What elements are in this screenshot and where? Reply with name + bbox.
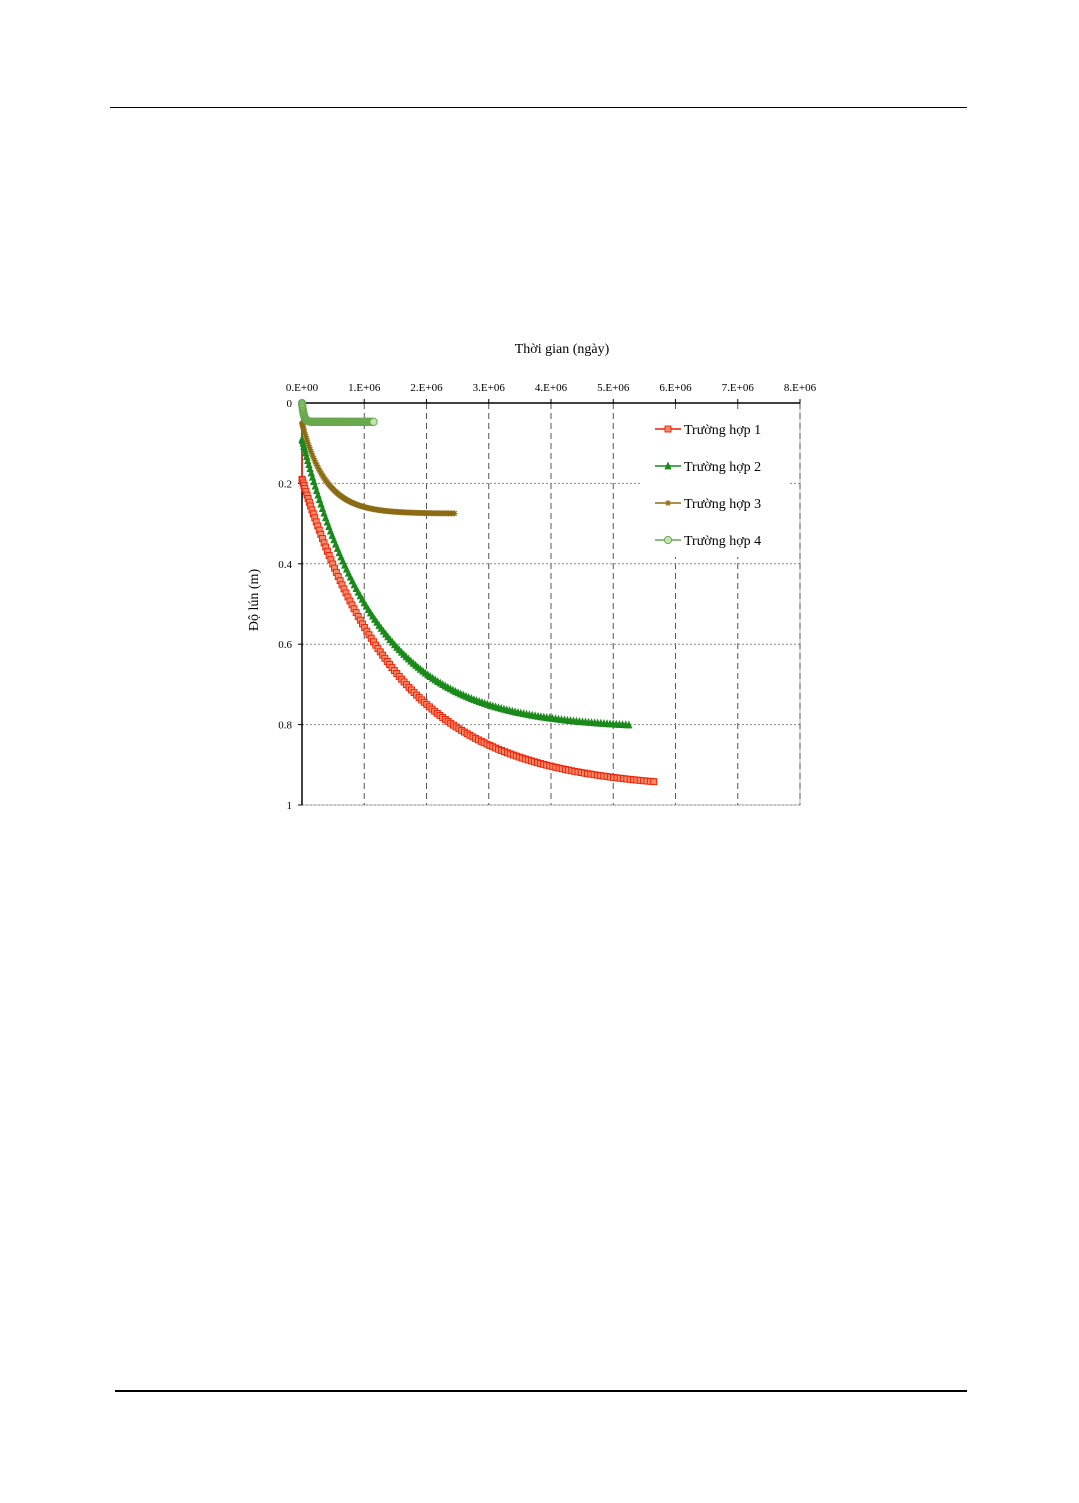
legend-label: Trường hợp 3 xyxy=(684,497,761,512)
data-point xyxy=(451,510,458,517)
series-3 xyxy=(299,403,458,517)
legend-label: Trường hợp 1 xyxy=(684,423,761,438)
x-tick-label: 6.E+06 xyxy=(659,382,692,394)
y-tick-label: 0.2 xyxy=(278,478,292,490)
y-axis-title: Độ lún (m) xyxy=(247,569,262,632)
data-point xyxy=(650,778,658,786)
x-tick-label: 7.E+06 xyxy=(722,382,755,394)
y-axis: 0 0.2 0.4 0.6 0.8 1 xyxy=(278,398,303,812)
data-point xyxy=(665,500,671,506)
legend-label: Trường hợp 4 xyxy=(684,534,761,549)
data-point-stroke xyxy=(665,500,671,506)
header-rule xyxy=(110,107,967,108)
series-1 xyxy=(298,403,658,786)
legend: Trường hợp 1 Trường hợp 2 Trường hợp 3 Trườ… xyxy=(640,412,790,557)
x-tick-label: 5.E+06 xyxy=(597,382,630,394)
data-point-stroke xyxy=(451,510,458,517)
y-tick-label: 0.6 xyxy=(278,639,292,651)
y-tick-label: 0.8 xyxy=(278,720,292,732)
data-point xyxy=(664,425,672,433)
data-point xyxy=(663,535,673,545)
y-tick-label: 1 xyxy=(287,800,293,812)
legend-item: Trường hợp 3 xyxy=(655,497,761,512)
x-tick-label: 1.E+06 xyxy=(348,382,381,394)
series-4 xyxy=(297,398,378,426)
x-tick-label: 3.E+06 xyxy=(473,382,506,394)
legend-background xyxy=(640,412,790,557)
x-tick-label: 4.E+06 xyxy=(535,382,568,394)
legend-item: Trường hợp 4 xyxy=(655,534,761,549)
series-2 xyxy=(298,403,633,729)
data-point xyxy=(664,461,672,470)
series-group xyxy=(297,398,658,786)
y-tick-label: 0 xyxy=(287,398,293,410)
data-point xyxy=(369,417,378,426)
legend-item: Trường hợp 2 xyxy=(655,460,761,475)
x-tick-label: 0.E+00 xyxy=(286,382,319,394)
x-tick-label: 2.E+06 xyxy=(410,382,443,394)
x-tick-label: 8.E+06 xyxy=(784,382,817,394)
y-tick-label: 0.4 xyxy=(278,559,292,571)
footer-rule xyxy=(115,1390,967,1392)
x-axis: 0.E+00 1.E+06 2.E+06 3.E+06 4.E+06 5.E+06 6.E+… xyxy=(286,382,817,404)
x-axis-title: Thời gian (ngày) xyxy=(515,342,610,357)
legend-item: Trường hợp 1 xyxy=(655,423,761,438)
data-point xyxy=(625,720,633,729)
legend-label: Trường hợp 2 xyxy=(684,460,761,475)
